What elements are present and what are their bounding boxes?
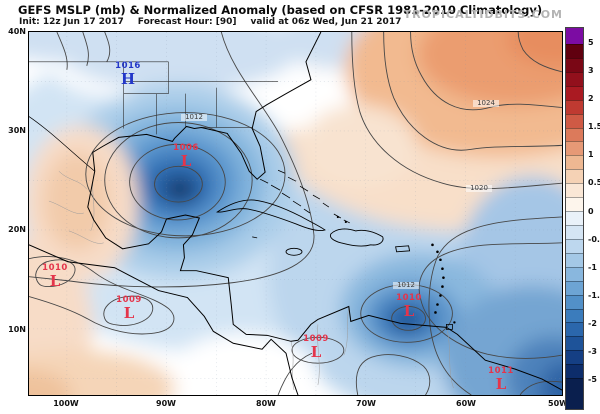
coastlines <box>29 32 562 395</box>
anomaly-shading <box>29 32 562 395</box>
colorbar-tick--1: -1 <box>588 262 597 272</box>
contour-label-1012-atlantic: 1012 <box>393 282 419 289</box>
contour-label-1012-gulf: 1012 <box>181 114 207 121</box>
map-art <box>29 32 562 395</box>
contour-label-1024: 1024 <box>473 100 499 107</box>
map-canvas: 1012 1012 1020 1024 1016 H 1006 L 1010 L 10… <box>28 31 563 396</box>
colorbar-tick-0.5: 0.5 <box>588 178 600 188</box>
state-borders <box>29 61 279 135</box>
colorbar-tick-1.5: 1.5 <box>588 122 600 132</box>
lon-label-60w: 60W <box>456 399 476 408</box>
colorbar-tick-2: 2 <box>588 94 594 104</box>
lat-label-30n: 30N <box>8 126 26 135</box>
forecast-hour: Forecast Hour: [90] <box>137 17 237 27</box>
colorbar-tick-3: 3 <box>588 66 594 76</box>
subtitle: Init: 12z Jun 17 2017 Forecast Hour: [90]… <box>19 17 415 27</box>
page-title: GEFS MSLP (mb) & Normalized Anomaly (bas… <box>18 3 543 17</box>
watermark: TROPICALTIDBITS.COM <box>403 8 563 21</box>
lon-label-50w: 50W <box>548 399 568 408</box>
colorbar-tick--5: -5 <box>588 375 597 384</box>
lon-label-70w: 70W <box>356 399 376 408</box>
colorbar-tick--2: -2 <box>588 318 597 328</box>
init-time: Init: 12z Jun 17 2017 <box>19 17 124 27</box>
lon-label-80w: 80W <box>256 399 276 408</box>
contour-label-1020: 1020 <box>466 185 492 192</box>
colorbar-tick--0.5: -0.5 <box>588 234 600 244</box>
lat-label-20n: 20N <box>8 225 26 234</box>
colorbar-tick-5: 5 <box>588 38 594 47</box>
colorbar-tick--1.5: -1.5 <box>588 290 600 300</box>
lat-label-10n: 10N <box>8 325 26 334</box>
colorbar-tick-1: 1 <box>588 150 594 160</box>
colorbar <box>565 27 584 410</box>
island-dots <box>336 215 456 324</box>
valid-time: valid at 06z Wed, Jun 21 2017 <box>250 17 402 27</box>
lon-label-90w: 90W <box>156 399 176 408</box>
lon-label-100w: 100W <box>53 399 79 408</box>
lat-label-40n: 40N <box>8 27 26 36</box>
colorbar-tick-0: 0 <box>588 206 594 216</box>
colorbar-tick--3: -3 <box>588 346 597 356</box>
